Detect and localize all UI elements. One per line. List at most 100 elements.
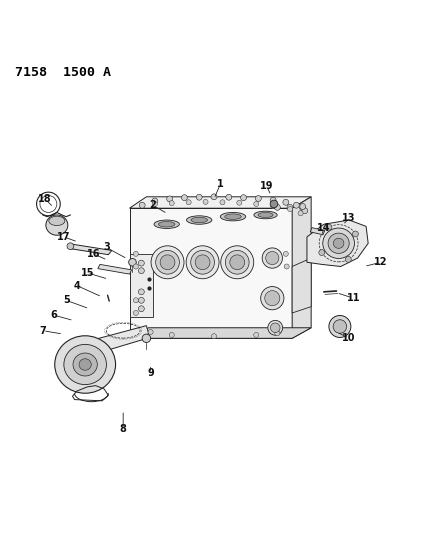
- Text: 3: 3: [103, 243, 110, 253]
- Text: 13: 13: [342, 213, 356, 223]
- Circle shape: [284, 264, 289, 269]
- Polygon shape: [292, 197, 311, 338]
- Circle shape: [275, 330, 280, 336]
- Text: 15: 15: [80, 268, 94, 278]
- Circle shape: [139, 203, 145, 208]
- Ellipse shape: [191, 251, 214, 274]
- Circle shape: [270, 200, 278, 208]
- Ellipse shape: [220, 213, 246, 221]
- Ellipse shape: [160, 255, 175, 270]
- Ellipse shape: [158, 222, 175, 227]
- Circle shape: [241, 195, 247, 200]
- Polygon shape: [130, 197, 311, 208]
- Ellipse shape: [226, 251, 249, 274]
- Ellipse shape: [230, 255, 245, 270]
- Circle shape: [226, 194, 232, 200]
- Text: 10: 10: [342, 333, 356, 343]
- Ellipse shape: [225, 214, 241, 220]
- Circle shape: [329, 316, 351, 337]
- Circle shape: [133, 251, 138, 256]
- Polygon shape: [130, 328, 311, 338]
- Circle shape: [300, 205, 306, 211]
- Circle shape: [294, 203, 299, 208]
- Polygon shape: [68, 244, 112, 255]
- Ellipse shape: [262, 248, 282, 268]
- Polygon shape: [292, 258, 311, 313]
- Circle shape: [298, 211, 303, 216]
- Text: 8: 8: [120, 424, 127, 434]
- Ellipse shape: [186, 246, 219, 279]
- Text: 14: 14: [317, 223, 330, 233]
- Text: 12: 12: [374, 257, 388, 267]
- Text: 2: 2: [149, 200, 156, 210]
- Text: 7158  1500 A: 7158 1500 A: [15, 66, 111, 79]
- Circle shape: [67, 243, 74, 249]
- Circle shape: [196, 194, 202, 200]
- Ellipse shape: [268, 320, 282, 335]
- Ellipse shape: [270, 323, 280, 333]
- Ellipse shape: [191, 217, 208, 223]
- Circle shape: [133, 310, 138, 316]
- Ellipse shape: [49, 216, 65, 225]
- Circle shape: [148, 329, 153, 335]
- Ellipse shape: [323, 228, 354, 259]
- Circle shape: [138, 306, 144, 312]
- Text: 4: 4: [73, 280, 80, 290]
- Ellipse shape: [79, 359, 91, 370]
- Ellipse shape: [221, 246, 254, 279]
- Circle shape: [138, 268, 144, 273]
- Circle shape: [152, 198, 158, 204]
- Polygon shape: [307, 220, 368, 266]
- Circle shape: [283, 251, 288, 256]
- Text: 7: 7: [39, 326, 46, 336]
- Circle shape: [333, 320, 347, 333]
- Circle shape: [283, 199, 289, 205]
- Circle shape: [287, 204, 293, 211]
- Ellipse shape: [154, 220, 179, 229]
- Circle shape: [254, 333, 259, 337]
- Ellipse shape: [265, 290, 280, 306]
- Ellipse shape: [258, 213, 273, 217]
- Circle shape: [319, 249, 325, 255]
- Text: 16: 16: [87, 249, 100, 259]
- Text: 19: 19: [260, 181, 273, 191]
- Circle shape: [142, 334, 151, 343]
- Circle shape: [288, 206, 293, 212]
- Circle shape: [166, 196, 172, 202]
- Ellipse shape: [261, 287, 284, 310]
- Circle shape: [138, 260, 144, 266]
- Text: 5: 5: [63, 295, 69, 305]
- Circle shape: [326, 224, 332, 230]
- Circle shape: [169, 200, 174, 206]
- Circle shape: [181, 195, 187, 200]
- Circle shape: [138, 289, 144, 295]
- Ellipse shape: [328, 233, 349, 253]
- Circle shape: [138, 297, 144, 303]
- Ellipse shape: [195, 255, 210, 270]
- Polygon shape: [130, 254, 153, 317]
- Circle shape: [353, 231, 358, 237]
- Circle shape: [186, 200, 191, 205]
- Circle shape: [152, 201, 158, 206]
- Ellipse shape: [55, 336, 116, 393]
- Circle shape: [302, 208, 308, 214]
- Text: 1: 1: [217, 179, 224, 189]
- Circle shape: [129, 259, 136, 266]
- Polygon shape: [130, 208, 292, 338]
- Text: 18: 18: [38, 194, 52, 204]
- Circle shape: [169, 333, 174, 337]
- Ellipse shape: [73, 353, 97, 376]
- Circle shape: [211, 194, 217, 200]
- Ellipse shape: [156, 251, 179, 274]
- Circle shape: [270, 197, 276, 203]
- Ellipse shape: [266, 252, 279, 265]
- Circle shape: [274, 204, 280, 211]
- Circle shape: [345, 256, 351, 262]
- Ellipse shape: [254, 211, 277, 219]
- Text: 11: 11: [347, 293, 360, 303]
- Polygon shape: [96, 326, 149, 353]
- Circle shape: [133, 298, 138, 303]
- Polygon shape: [310, 228, 325, 235]
- Circle shape: [270, 204, 276, 208]
- Circle shape: [211, 334, 217, 339]
